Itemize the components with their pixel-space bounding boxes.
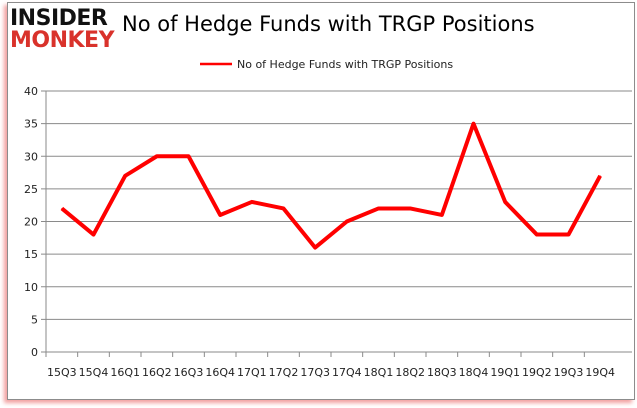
data-point	[124, 175, 126, 177]
x-tick-label: 18Q2	[395, 366, 425, 379]
data-point	[93, 234, 94, 236]
data-point	[61, 207, 63, 209]
x-tick-label: 17Q3	[300, 366, 330, 379]
x-tick-label: 16Q4	[205, 366, 235, 379]
series-line	[60, 121, 602, 250]
y-tick-label: 35	[24, 118, 38, 131]
data-point	[568, 234, 569, 236]
data-point	[599, 175, 601, 177]
x-tick-label: 15Q4	[79, 366, 109, 379]
x-tick-label: 19Q4	[585, 366, 615, 379]
x-tick-label: 16Q3	[174, 366, 204, 379]
data-point	[536, 234, 538, 236]
data-point	[314, 247, 316, 249]
logo-line1: INSIDER	[10, 6, 108, 31]
x-tick-label: 16Q1	[110, 366, 140, 379]
y-tick-label: 0	[31, 346, 38, 359]
y-tick-label: 10	[24, 281, 38, 294]
chart-title: No of Hedge Funds with TRGP Positions	[122, 12, 535, 36]
data-point	[409, 207, 411, 209]
data-point	[378, 207, 379, 209]
x-tick-label: 16Q2	[142, 366, 172, 379]
data-point	[219, 214, 221, 216]
x-tick-label: 17Q1	[237, 366, 267, 379]
data-point	[156, 155, 158, 157]
data-point	[251, 201, 253, 203]
data-point	[283, 207, 284, 209]
x-tick-label: 17Q4	[332, 366, 362, 379]
x-tick-label: 15Q3	[47, 366, 77, 379]
legend-label: No of Hedge Funds with TRGP Positions	[237, 58, 453, 71]
x-tick-label: 17Q2	[269, 366, 299, 379]
x-tick-label: 19Q2	[522, 366, 552, 379]
data-point	[504, 201, 506, 203]
data-point	[188, 155, 189, 157]
x-tick-label: 18Q3	[427, 366, 457, 379]
y-tick-label: 20	[24, 216, 38, 229]
data-point	[441, 214, 443, 216]
insider-monkey-logo: INSIDER MONKEY	[10, 6, 115, 53]
x-tick-label: 18Q1	[364, 366, 394, 379]
logo-line2: MONKEY	[10, 28, 115, 53]
y-tick-label: 25	[24, 183, 38, 196]
data-point	[346, 221, 348, 222]
y-tick-label: 15	[24, 248, 38, 261]
x-tick-label: 19Q1	[490, 366, 520, 379]
y-tick-label: 30	[24, 150, 38, 163]
y-tick-label: 40	[24, 85, 38, 98]
x-tick-label: 18Q4	[459, 366, 489, 379]
data-point	[473, 123, 474, 125]
x-tick-label: 19Q3	[554, 366, 584, 379]
y-tick-label: 5	[31, 313, 38, 326]
